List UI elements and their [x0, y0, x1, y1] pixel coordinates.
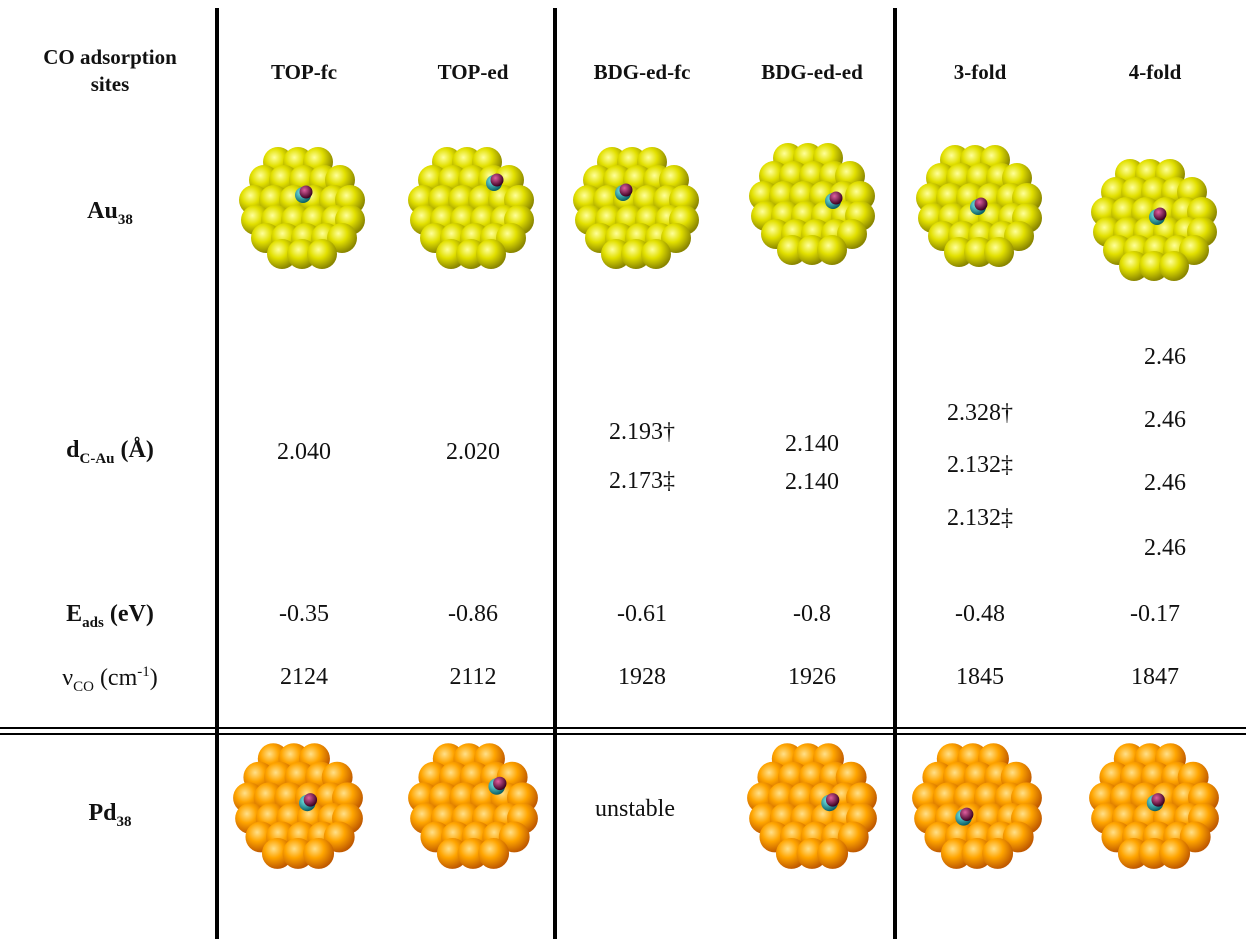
pd-atom — [1159, 838, 1191, 869]
pd-atom — [498, 821, 530, 853]
distance-bdg-ed-ed-2: 2.140 — [785, 469, 839, 495]
header-site-4-fold: 4-fold — [1128, 60, 1182, 84]
freq-top-ed: 2112 — [449, 664, 497, 690]
eads-top-fc: -0.35 — [279, 601, 329, 627]
freq-bdg-ed-ed: 1926 — [788, 664, 836, 690]
pd-atom — [817, 838, 849, 869]
distance-top-ed: 2.020 — [446, 439, 500, 465]
freq-3-fold: 1845 — [956, 664, 1004, 690]
row-label-eads: Eads (eV) — [66, 601, 154, 631]
distance-3-fold-2: 2.132‡ — [947, 452, 1013, 478]
distance-4-fold-3: 2.46 — [1144, 470, 1186, 496]
oxygen-atom — [960, 807, 974, 821]
freq-bdg-ed-fc: 1928 — [618, 664, 666, 690]
eads-4-fold: -0.17 — [1130, 601, 1180, 627]
distance-3-fold-1: 2.328† — [947, 400, 1013, 426]
pd38-cluster-top-fc — [233, 743, 363, 869]
oxygen-atom — [1153, 207, 1167, 221]
header-site-bdg-ed-fc: BDG-ed-fc — [593, 60, 691, 84]
distance-4-fold-4: 2.46 — [1144, 535, 1186, 561]
au38-cluster-4-fold — [1091, 159, 1217, 281]
oxygen-atom — [303, 793, 318, 807]
au38-cluster-bdg-ed-fc — [573, 147, 699, 269]
distance-bdg-ed-fc-2: 2.173‡ — [609, 468, 675, 494]
oxygen-atom — [299, 185, 313, 199]
pd-atom — [837, 821, 869, 853]
row-label-pd38: Pd38 — [88, 800, 132, 830]
au-atom — [661, 223, 691, 253]
pd-atom — [303, 838, 335, 869]
eads-bdg-ed-fc: -0.61 — [617, 601, 667, 627]
au-atom — [1159, 251, 1189, 281]
distance-4-fold-2: 2.46 — [1144, 407, 1186, 433]
pd-atom — [323, 821, 355, 853]
distance-bdg-ed-fc-1: 2.193† — [609, 419, 675, 445]
row-label-frequency: νCO (cm-1) — [62, 664, 158, 695]
au-atom — [476, 239, 506, 269]
au38-cluster-top-fc — [239, 147, 365, 269]
freq-4-fold: 1847 — [1131, 664, 1179, 690]
pd38-cluster-bdg-ed-ed — [747, 743, 877, 869]
distance-3-fold-3: 2.132‡ — [947, 505, 1013, 531]
eads-bdg-ed-ed: -0.8 — [793, 601, 831, 627]
freq-top-fc: 2124 — [280, 664, 328, 690]
pd-atom — [1002, 821, 1034, 853]
au-atom — [837, 219, 867, 249]
header-site-top-ed: TOP-ed — [437, 60, 509, 84]
oxygen-atom — [829, 191, 843, 205]
pd-atom — [1179, 821, 1211, 853]
au-atom — [1179, 235, 1209, 265]
au-atom — [641, 239, 671, 269]
pd-atom — [982, 838, 1014, 869]
eads-top-ed: -0.86 — [448, 601, 498, 627]
column-divider-3 — [893, 8, 897, 939]
au38-cluster-bdg-ed-ed — [749, 143, 875, 265]
header-row-label: CO adsorption sites — [20, 44, 200, 98]
oxygen-atom — [490, 173, 504, 187]
eads-3-fold: -0.48 — [955, 601, 1005, 627]
header-site-bdg-ed-ed: BDG-ed-ed — [761, 60, 863, 84]
pd38-cluster-top-ed — [408, 743, 538, 869]
double-rule-bottom — [0, 733, 1246, 735]
au-atom — [496, 223, 526, 253]
au-atom — [307, 239, 337, 269]
au38-cluster-top-ed — [408, 147, 534, 269]
row-label-distance: dC-Au (Å) — [66, 437, 154, 467]
au-atom — [1004, 221, 1034, 251]
oxygen-atom — [619, 183, 633, 197]
au38-cluster-3-fold — [916, 145, 1042, 267]
oxygen-atom — [1151, 793, 1165, 807]
column-divider-2 — [553, 8, 557, 939]
column-divider-1 — [215, 8, 219, 939]
distance-bdg-ed-ed-1: 2.140 — [785, 431, 839, 457]
double-rule-top — [0, 727, 1246, 729]
au-atom — [327, 223, 357, 253]
header-label-line1: CO adsorption — [43, 45, 177, 69]
pd38-cluster-3-fold — [912, 743, 1042, 869]
header-site-3-fold: 3-fold — [953, 60, 1007, 84]
oxygen-atom — [493, 776, 507, 791]
pd38-cluster-4-fold — [1089, 743, 1219, 869]
au-atom — [817, 235, 847, 265]
pd-atom — [478, 838, 510, 869]
oxygen-atom — [825, 793, 840, 807]
pd-bdg-ed-fc-unstable: unstable — [595, 796, 675, 822]
oxygen-atom — [974, 197, 988, 211]
distance-top-fc: 2.040 — [277, 439, 331, 465]
distance-4-fold-1: 2.46 — [1144, 344, 1186, 370]
header-label-line2: sites — [90, 72, 130, 96]
row-label-au38: Au38 — [87, 198, 133, 228]
au-atom — [984, 237, 1014, 267]
header-site-top-fc: TOP-fc — [270, 60, 338, 84]
